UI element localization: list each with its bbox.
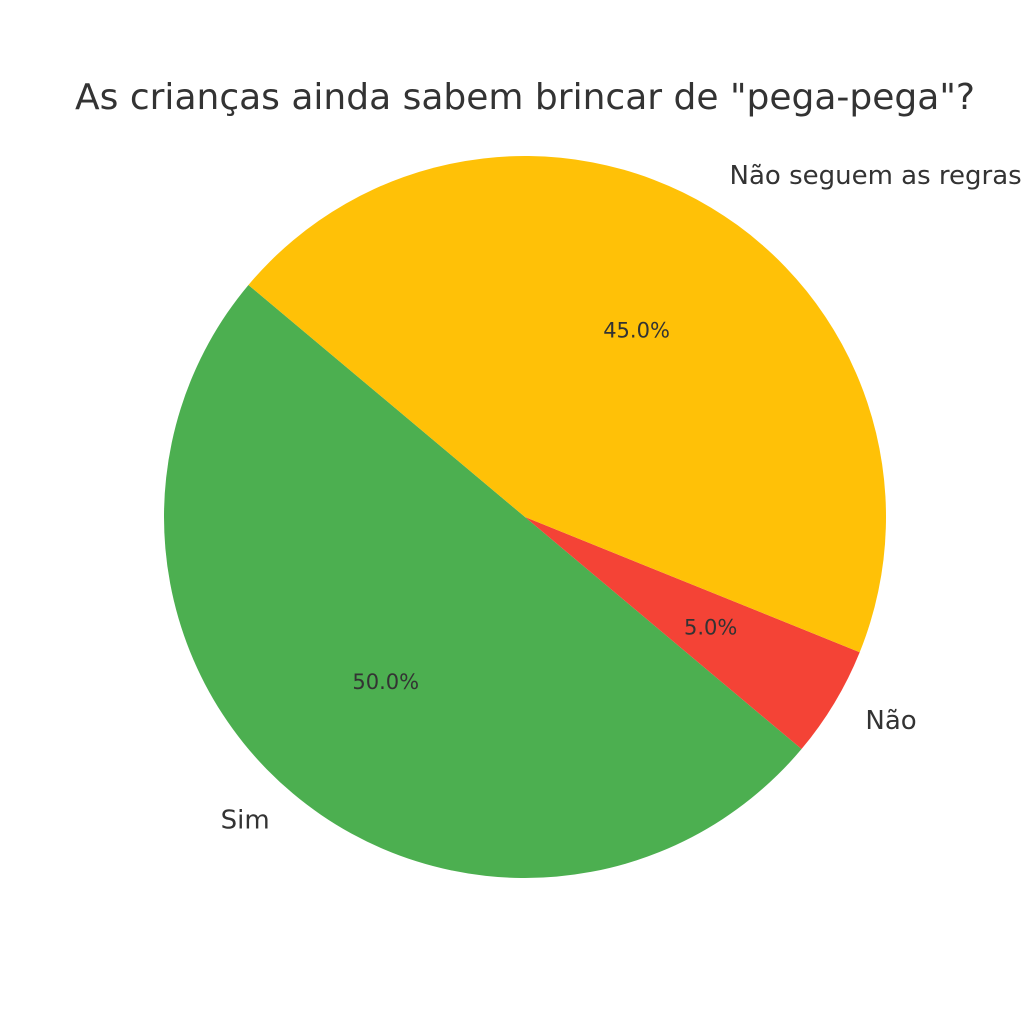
chart-title: As crianças ainda sabem brincar de "pega… xyxy=(75,77,975,118)
pie-slice-nao-seguem-as-regras xyxy=(248,156,886,653)
slice-percentage-sim: 50.0% xyxy=(352,670,419,694)
pie-slice-sim xyxy=(164,284,802,878)
pie-slices xyxy=(164,156,886,878)
slice-label-nao-seguem-as-regras: Não seguem as regras xyxy=(730,161,1022,191)
slice-label-sim: Sim xyxy=(221,806,270,836)
slice-percentage-nao-seguem-as-regras: 45.0% xyxy=(603,318,670,342)
pie-labels: Sim 50.0% Não 5.0% Não seguem as regras 45.0% xyxy=(221,161,1022,836)
pie-slice-nao xyxy=(525,517,860,750)
slice-percentage-nao: 5.0% xyxy=(684,616,737,640)
slice-label-nao: Não xyxy=(865,706,916,736)
